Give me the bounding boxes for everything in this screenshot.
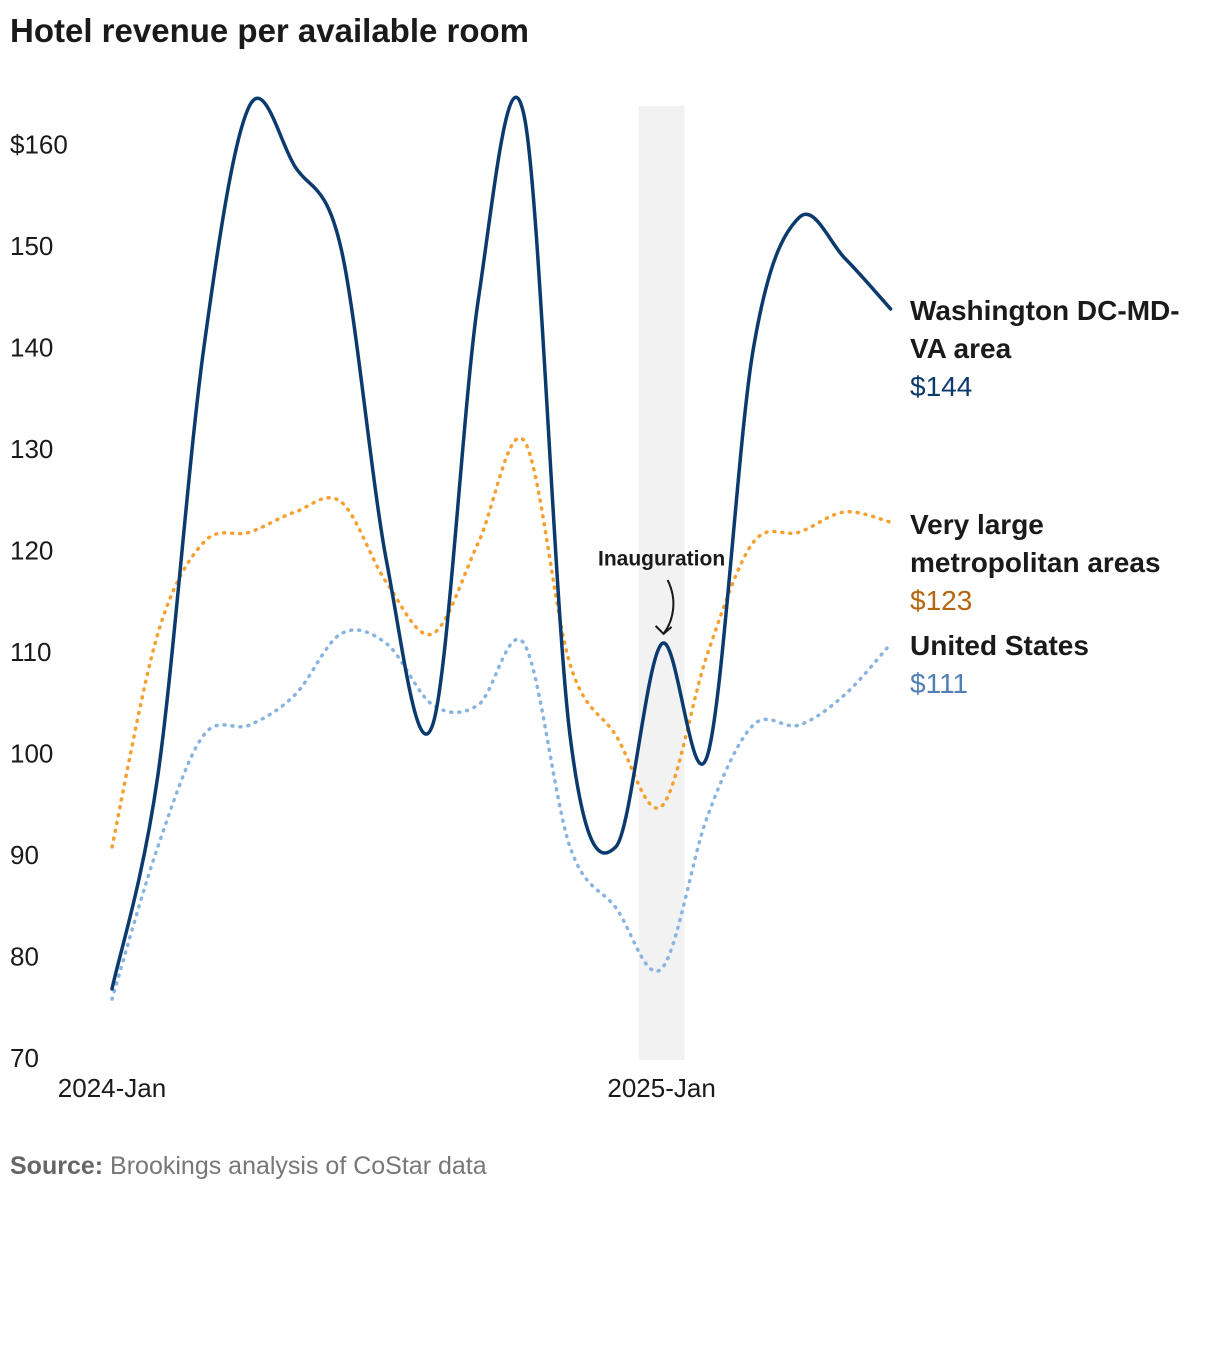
value-label: $111 <box>910 668 969 699</box>
source: Source: Brookings analysis of CoStar dat… <box>10 1152 487 1181</box>
source-label: Source: <box>10 1152 104 1180</box>
series-label: Washington DC-MD-VA area $144 <box>910 292 1200 406</box>
annotation-arrow <box>662 579 675 635</box>
legend-entry: United States <box>910 630 1089 661</box>
y-tick-label: 90 <box>10 840 39 870</box>
chart: 70 80 90 100 110 120 130 140 150 $160 2024-Jan 2025… <box>10 95 893 1103</box>
source-text: Brookings analysis of CoStar data <box>110 1152 487 1180</box>
y-tick-label: 150 <box>10 231 53 261</box>
legend-entry: Washington DC-MD-VA area <box>910 295 1180 364</box>
y-tick-label: 120 <box>10 535 53 565</box>
y-tick-label: 140 <box>10 332 53 362</box>
annotation-arrowhead <box>654 625 673 636</box>
line-series <box>110 436 893 849</box>
y-tick-label: 110 <box>10 637 51 667</box>
line-series <box>110 95 893 991</box>
value-label: $123 <box>910 585 973 616</box>
x-tick-label: 2025-Jan <box>607 1073 715 1103</box>
highlight-band <box>638 106 685 1060</box>
value-label: $144 <box>910 371 973 402</box>
x-tick-label: 2024-Jan <box>58 1073 166 1103</box>
y-tick-label: $160 <box>10 129 68 159</box>
y-tick-label: 70 <box>10 1043 39 1073</box>
y-tick-label: 130 <box>10 434 53 464</box>
y-tick-label: 80 <box>10 941 39 971</box>
y-tick-label: 100 <box>10 738 53 768</box>
legend-entry: Very large metropolitan areas <box>910 509 1161 578</box>
series-label: United States $111 <box>910 627 1200 703</box>
series-label: Very large metropolitan areas $123 <box>910 506 1200 620</box>
annotation: Inauguration <box>598 548 725 571</box>
chart-title: Hotel revenue per available room <box>10 12 530 49</box>
line-series <box>110 628 893 1001</box>
